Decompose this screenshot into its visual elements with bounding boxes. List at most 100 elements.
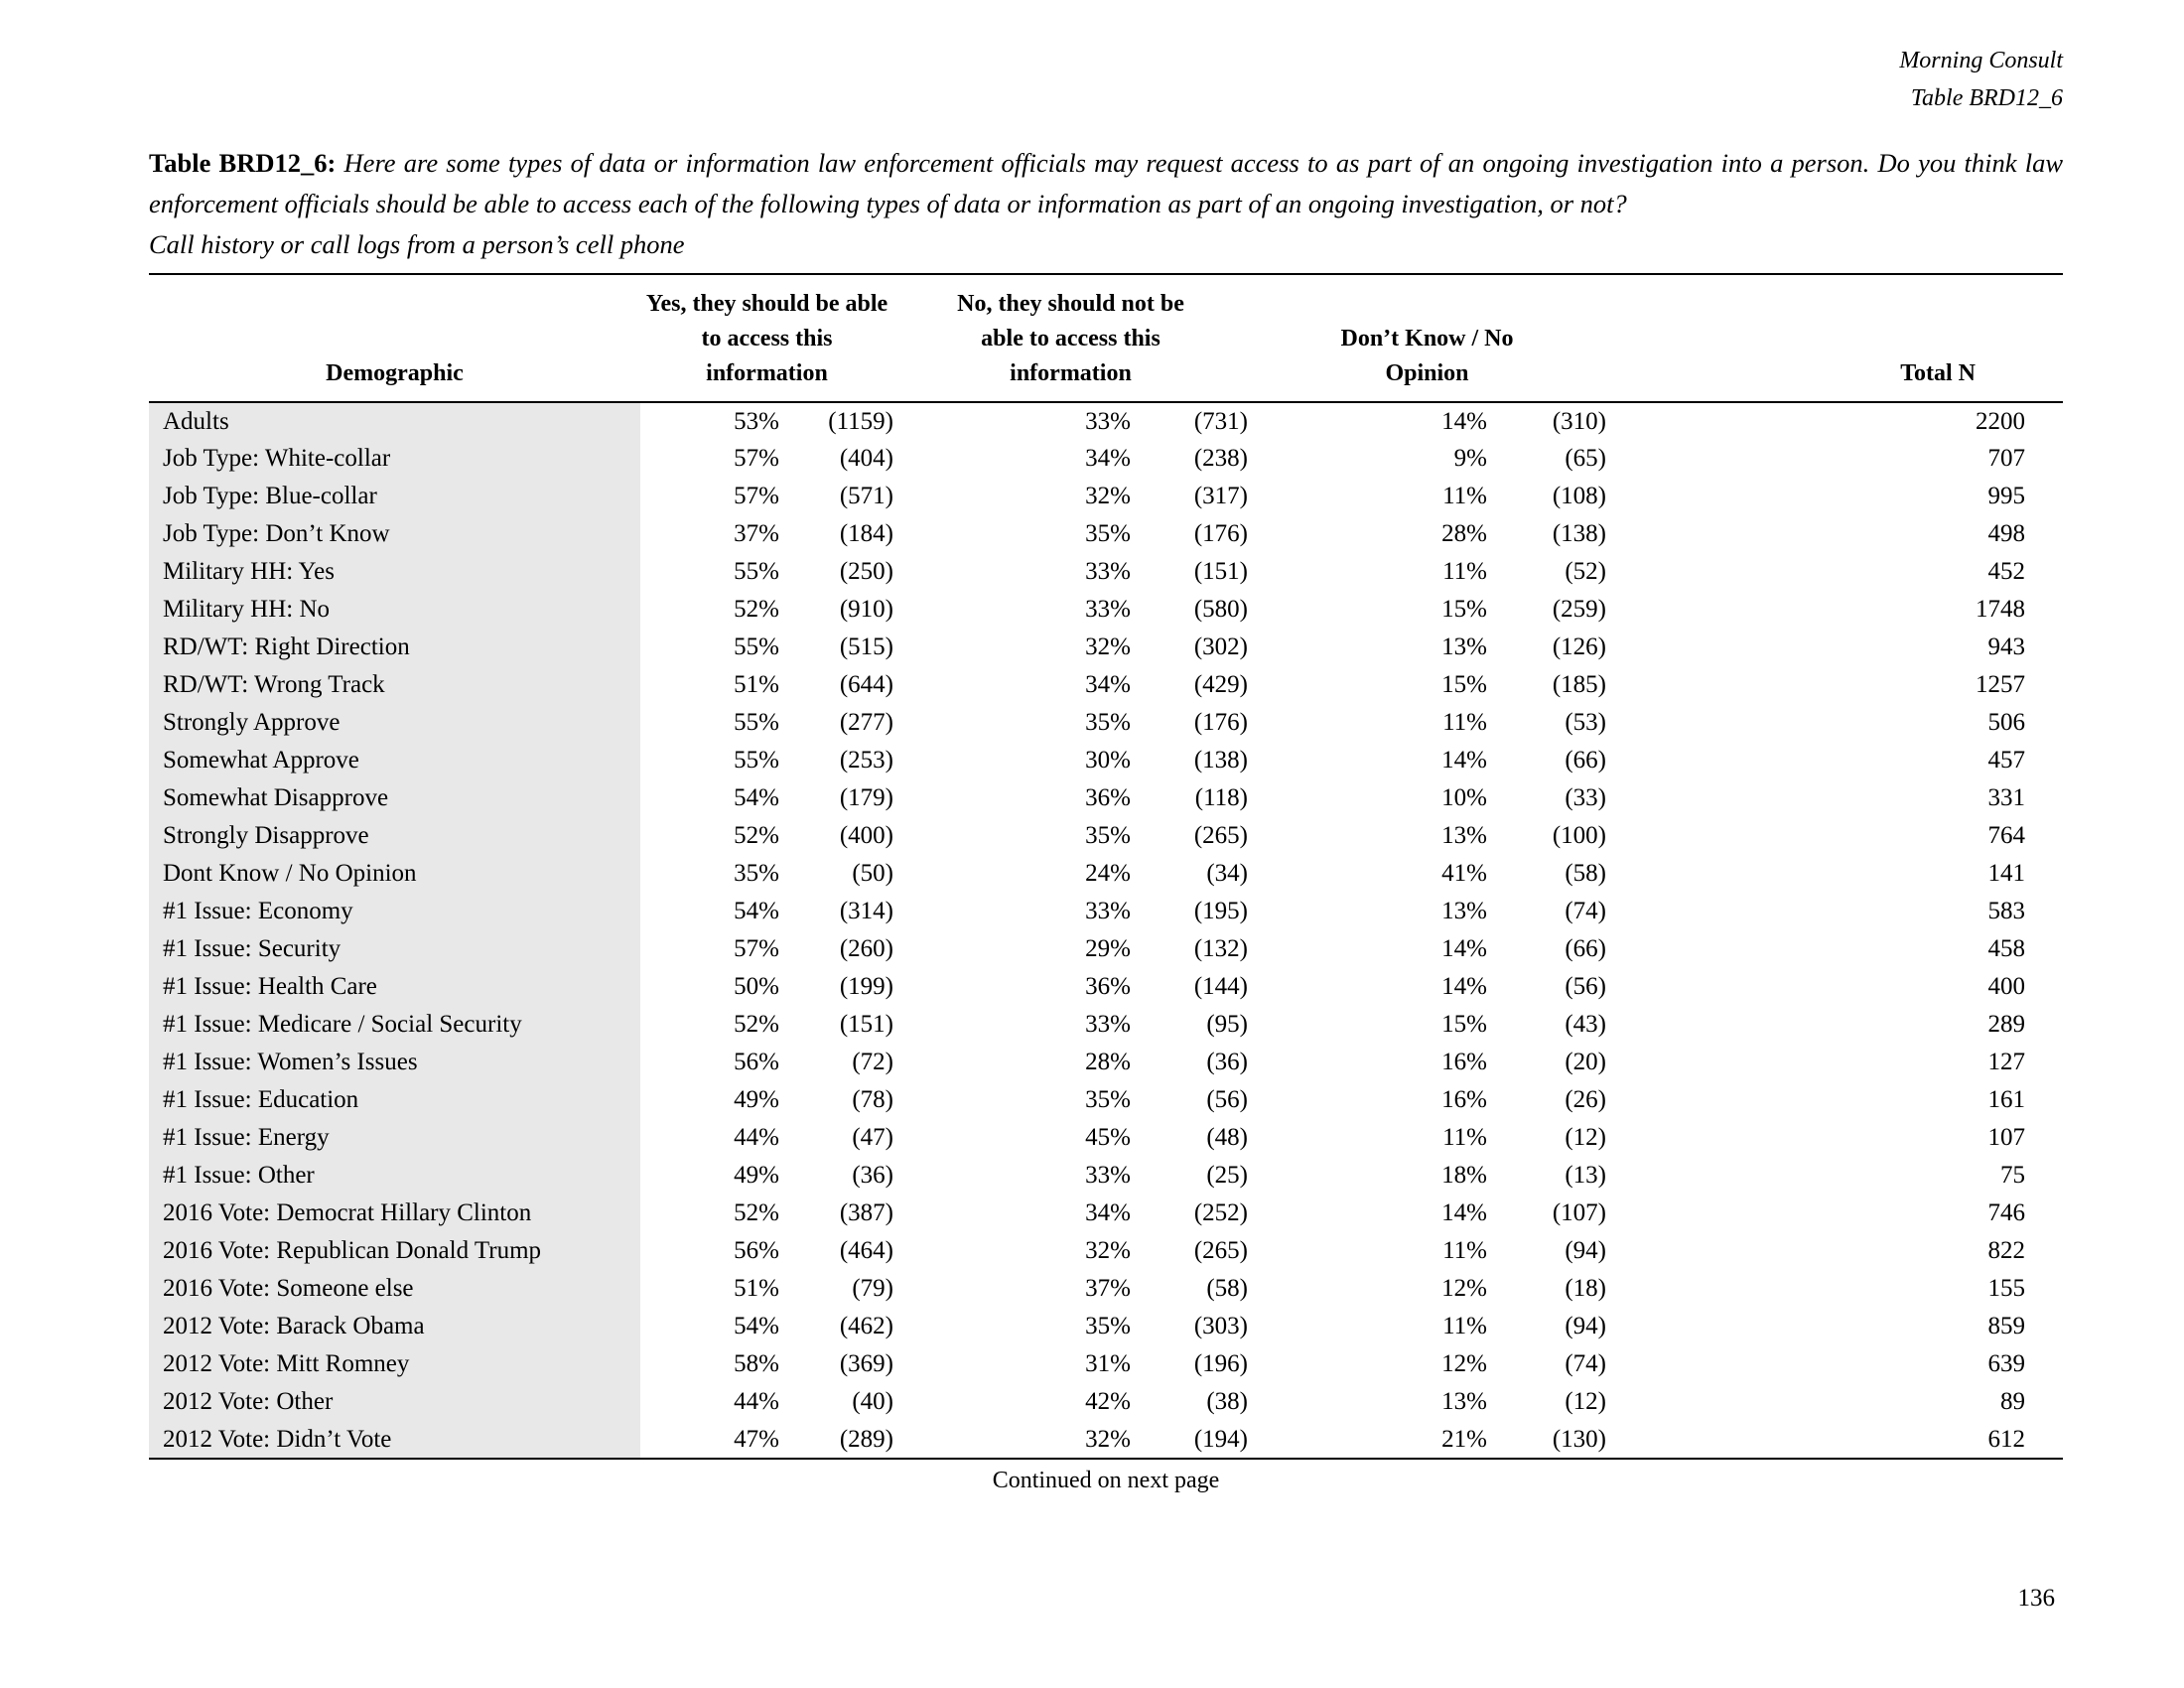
cell-no-count: (56) xyxy=(1206,1086,1248,1113)
col-header-total-n: Total N xyxy=(1606,274,2064,403)
cell-no-count: (58) xyxy=(1206,1275,1248,1302)
title-block: Table BRD12_6: Here are some types of da… xyxy=(149,143,2063,265)
cell-total-n: 75 xyxy=(2000,1162,2026,1189)
col-header-no: No, they should not be able to access th… xyxy=(893,274,1248,403)
cell-dont-know-count: (58) xyxy=(1565,860,1607,887)
document-header: Morning Consult Table BRD12_6 xyxy=(149,0,2063,117)
cell-dont-know-count: (138) xyxy=(1552,520,1607,547)
table-row: Job Type: Don’t Know 37% (184) 35% (176)… xyxy=(149,515,2063,553)
table-row: 2016 Vote: Someone else 51% (79) 37% (58… xyxy=(149,1270,2063,1308)
cell-dont-know-count: (108) xyxy=(1552,483,1607,509)
cell-total-n: 457 xyxy=(1987,747,2026,774)
table-row: Somewhat Disapprove 54% (179) 36% (118) … xyxy=(149,779,2063,817)
cell-yes-count: (464) xyxy=(839,1237,893,1264)
cell-no-percent: 33% xyxy=(1085,1162,1131,1189)
cell-dont-know-percent: 11% xyxy=(1442,558,1487,585)
cell-dont-know-count: (94) xyxy=(1565,1237,1607,1264)
cell-total-n: 943 xyxy=(1987,633,2026,660)
table-row: Adults 53% (1159) 33% (731) 14% (310) 22… xyxy=(149,402,2063,440)
cell-total-n: 506 xyxy=(1987,709,2026,736)
cell-dont-know-count: (20) xyxy=(1565,1049,1607,1075)
cell-dont-know-count: (43) xyxy=(1565,1011,1607,1038)
cell-total-n: 859 xyxy=(1987,1313,2026,1339)
cell-dont-know-count: (107) xyxy=(1552,1199,1607,1226)
col-header-dont-know-line1: Don’t Know / No xyxy=(1340,326,1514,352)
cell-no-percent: 35% xyxy=(1085,1086,1131,1113)
cell-demographic: 2012 Vote: Didn’t Vote xyxy=(149,1421,640,1459)
cell-demographic: Strongly Approve xyxy=(149,704,640,742)
cell-yes-count: (404) xyxy=(839,445,893,472)
cell-yes-count: (50) xyxy=(852,860,893,887)
table-row: RD/WT: Wrong Track 51% (644) 34% (429) 1… xyxy=(149,666,2063,704)
cell-yes-percent: 52% xyxy=(734,1199,779,1226)
cell-yes-percent: 57% xyxy=(734,445,779,472)
cell-dont-know-percent: 15% xyxy=(1441,671,1487,698)
cell-yes-count: (253) xyxy=(839,747,893,774)
cell-yes-count: (369) xyxy=(839,1350,893,1377)
cell-demographic: #1 Issue: Economy xyxy=(149,893,640,930)
cell-no-percent: 32% xyxy=(1085,1425,1131,1453)
cell-demographic: Dont Know / No Opinion xyxy=(149,855,640,893)
cell-total-n: 127 xyxy=(1987,1049,2026,1075)
cell-total-n: 498 xyxy=(1987,520,2026,547)
cell-total-n: 995 xyxy=(1987,483,2026,509)
cell-total-n: 822 xyxy=(1987,1237,2026,1264)
cell-no-count: (196) xyxy=(1193,1350,1248,1377)
cell-no-count: (132) xyxy=(1193,935,1248,962)
cell-demographic: 2016 Vote: Someone else xyxy=(149,1270,640,1308)
cell-yes-percent: 37% xyxy=(734,520,779,547)
cell-no-percent: 36% xyxy=(1085,784,1131,811)
cell-demographic: Military HH: Yes xyxy=(149,553,640,591)
cell-no-count: (302) xyxy=(1193,633,1248,660)
cell-yes-percent: 54% xyxy=(734,1313,779,1339)
table-row: Military HH: Yes 55% (250) 33% (151) 11%… xyxy=(149,553,2063,591)
cell-no-count: (731) xyxy=(1193,407,1248,435)
table-row: #1 Issue: Other 49% (36) 33% (25) 18% (1… xyxy=(149,1157,2063,1195)
table-row: #1 Issue: Medicare / Social Security 52%… xyxy=(149,1006,2063,1044)
cell-total-n: 746 xyxy=(1987,1199,2026,1226)
cell-dont-know-percent: 11% xyxy=(1442,483,1487,509)
cell-yes-count: (184) xyxy=(839,520,893,547)
cell-demographic: Military HH: No xyxy=(149,591,640,629)
col-header-no-line3: information xyxy=(1010,360,1132,386)
table-row: Somewhat Approve 55% (253) 30% (138) 14%… xyxy=(149,742,2063,779)
cell-dont-know-percent: 14% xyxy=(1441,935,1487,962)
table-row: #1 Issue: Women’s Issues 56% (72) 28% (3… xyxy=(149,1044,2063,1081)
col-header-yes-line2: to access this xyxy=(701,326,833,352)
cell-dont-know-percent: 13% xyxy=(1441,633,1487,660)
cell-no-count: (317) xyxy=(1193,483,1248,509)
cell-yes-percent: 57% xyxy=(734,483,779,509)
cell-no-percent: 33% xyxy=(1085,558,1131,585)
cell-yes-percent: 56% xyxy=(734,1049,779,1075)
continued-note: Continued on next page xyxy=(992,1468,1220,1493)
cell-dont-know-count: (13) xyxy=(1565,1162,1607,1189)
cell-yes-count: (277) xyxy=(839,709,893,736)
cell-yes-percent: 51% xyxy=(734,1275,779,1302)
cell-no-count: (580) xyxy=(1193,596,1248,623)
cell-no-percent: 29% xyxy=(1085,935,1131,962)
cell-yes-count: (72) xyxy=(852,1049,893,1075)
cell-no-count: (34) xyxy=(1206,860,1248,887)
cell-dont-know-count: (33) xyxy=(1565,784,1607,811)
cell-demographic: Somewhat Approve xyxy=(149,742,640,779)
cell-demographic: Job Type: Blue-collar xyxy=(149,478,640,515)
cell-demographic: 2012 Vote: Other xyxy=(149,1383,640,1421)
cell-yes-percent: 53% xyxy=(734,407,779,435)
cell-yes-count: (78) xyxy=(852,1086,893,1113)
cell-demographic: #1 Issue: Education xyxy=(149,1081,640,1119)
cell-yes-percent: 56% xyxy=(734,1237,779,1264)
table-subtitle: Call history or call logs from a person’… xyxy=(149,229,685,259)
cell-dont-know-percent: 18% xyxy=(1441,1162,1487,1189)
cell-yes-percent: 57% xyxy=(734,935,779,962)
cell-no-percent: 32% xyxy=(1085,1237,1131,1264)
cell-total-n: 707 xyxy=(1987,445,2026,472)
cell-yes-count: (79) xyxy=(852,1275,893,1302)
cell-yes-percent: 44% xyxy=(734,1124,779,1151)
cell-total-n: 155 xyxy=(1987,1275,2026,1302)
cell-yes-count: (199) xyxy=(839,973,893,1000)
cell-no-percent: 32% xyxy=(1085,483,1131,509)
cell-no-percent: 33% xyxy=(1085,407,1131,435)
col-header-no-line1: No, they should not be xyxy=(957,291,1184,317)
cell-dont-know-percent: 12% xyxy=(1441,1350,1487,1377)
cell-yes-count: (571) xyxy=(839,483,893,509)
